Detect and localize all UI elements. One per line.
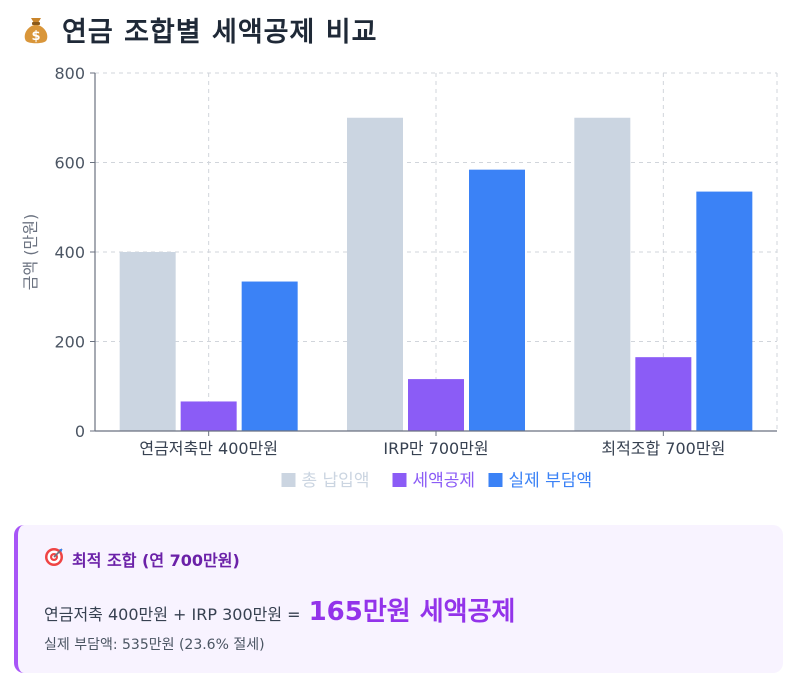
y-tick-label: 200 xyxy=(54,333,85,352)
y-tick-label: 0 xyxy=(75,422,85,441)
bar xyxy=(574,117,631,431)
summary-detail: 실제 부담액: 535만원 (23.6% 절세) xyxy=(44,637,265,653)
bar xyxy=(119,252,176,431)
y-tick-label: 800 xyxy=(54,64,85,83)
bar xyxy=(635,357,692,431)
legend-swatch xyxy=(488,473,503,487)
target-icon xyxy=(44,547,64,571)
legend-label: 세액공제 xyxy=(413,471,476,491)
y-tick-label: 600 xyxy=(54,154,85,173)
summary-formula-row: 연금저축 400만원 + IRP 300만원 = 165만원 세액공제 xyxy=(44,591,515,628)
bar xyxy=(408,379,464,431)
page-title: 연금 조합별 세액공제 비교 xyxy=(62,17,378,48)
y-tick-label: 400 xyxy=(54,243,85,262)
x-tick-label: 최적조합 700만원 xyxy=(601,439,725,458)
summary-header: 최적 조합 (연 700만원) xyxy=(44,547,240,571)
legend-swatch xyxy=(392,473,407,487)
summary-result: 165만원 세액공제 xyxy=(308,597,516,627)
bar xyxy=(696,191,753,431)
summary-title: 최적 조합 (연 700만원) xyxy=(72,551,240,570)
bar xyxy=(241,281,298,431)
summary-card: 최적 조합 (연 700만원) 연금저축 400만원 + IRP 300만원 =… xyxy=(14,525,783,673)
legend-swatch xyxy=(281,473,296,487)
bar xyxy=(469,169,525,431)
legend-label: 실제 부담액 xyxy=(509,471,593,491)
x-tick-label: IRP만 700만원 xyxy=(383,439,488,458)
legend-label: 총 납입액 xyxy=(302,471,370,491)
bar xyxy=(180,401,237,431)
bar-chart: 0 200 400 600 800 연금저축만 400만원 IRP만 700만원 최적조합 7… xyxy=(21,64,778,491)
y-axis-label: 금액 (만원) xyxy=(21,214,40,290)
x-tick-label: 연금저축만 400만원 xyxy=(139,439,278,458)
page-header: $ 연금 조합별 세액공제 비교 xyxy=(22,10,377,49)
money-bag-icon: $ xyxy=(22,15,50,45)
svg-text:$: $ xyxy=(31,29,40,44)
summary-formula: 연금저축 400만원 + IRP 300만원 = xyxy=(44,605,301,624)
bar xyxy=(347,117,403,431)
